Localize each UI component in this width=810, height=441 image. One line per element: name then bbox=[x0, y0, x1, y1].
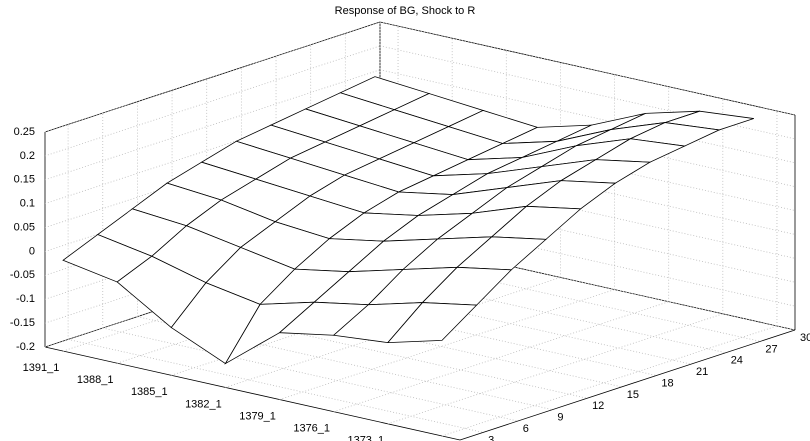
grid-line bbox=[171, 304, 588, 399]
chart-title: Response of BG, Shock to R bbox=[335, 5, 476, 17]
axis-frame bbox=[44, 346, 461, 441]
grid-line bbox=[310, 259, 726, 354]
grid-line bbox=[137, 316, 553, 411]
grid-line bbox=[275, 270, 692, 365]
y-tick-label: 12 bbox=[592, 400, 604, 412]
y-tick-label: 21 bbox=[696, 366, 708, 378]
x-tick-label: 1376_1 bbox=[293, 423, 330, 435]
surface-cell bbox=[386, 302, 478, 344]
y-tick-label: 27 bbox=[765, 343, 777, 355]
y-tick-label: 6 bbox=[523, 423, 529, 435]
x-tick-label: 1379_1 bbox=[239, 410, 276, 422]
x-tick-label: 1391_1 bbox=[23, 362, 60, 374]
grid-line bbox=[379, 93, 796, 188]
z-tick-label: -0.1 bbox=[16, 293, 35, 305]
grid-line bbox=[379, 236, 796, 331]
y-tick-label: 15 bbox=[627, 389, 639, 401]
y-tick-label: 9 bbox=[557, 412, 563, 424]
y-tick-label: 24 bbox=[731, 355, 743, 367]
grid-line bbox=[441, 325, 778, 437]
z-tick-label: -0.15 bbox=[10, 317, 35, 329]
axis-frame bbox=[459, 329, 796, 441]
z-tick-label: 0 bbox=[29, 245, 35, 257]
x-tick-label: 1373_1 bbox=[347, 435, 384, 441]
grid-line bbox=[345, 247, 761, 342]
z-tick-label: -0.05 bbox=[10, 269, 35, 281]
grid-line bbox=[68, 339, 484, 433]
grid-line bbox=[379, 141, 796, 235]
y-tick-label: 18 bbox=[661, 377, 673, 389]
z-tick-label: 0.05 bbox=[14, 221, 35, 233]
y-tick-label: 30 bbox=[800, 332, 810, 344]
grid-line bbox=[379, 117, 796, 211]
grid-line bbox=[102, 327, 518, 422]
z-tick-label: 0.2 bbox=[20, 150, 35, 162]
grid-line bbox=[379, 69, 796, 164]
x-tick-label: 1385_1 bbox=[131, 386, 168, 398]
z-tick-label: -0.2 bbox=[16, 341, 35, 353]
y-tick-label: 3 bbox=[488, 434, 494, 441]
grid-line bbox=[241, 282, 657, 376]
z-tick-label: 0.25 bbox=[14, 126, 35, 138]
z-tick-label: 0.15 bbox=[14, 174, 35, 186]
grid-line bbox=[379, 21, 796, 116]
x-tick-label: 1388_1 bbox=[77, 374, 114, 386]
grid-line bbox=[379, 188, 796, 283]
x-tick-label: 1382_1 bbox=[185, 398, 222, 410]
axis-frame bbox=[44, 21, 381, 133]
grid-line bbox=[206, 293, 622, 388]
z-tick-label: 0.1 bbox=[20, 198, 35, 210]
grid-line bbox=[379, 212, 796, 307]
grid-line bbox=[379, 164, 796, 259]
